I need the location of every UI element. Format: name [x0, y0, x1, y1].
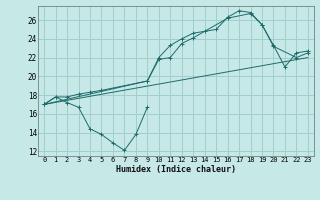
X-axis label: Humidex (Indice chaleur): Humidex (Indice chaleur) — [116, 165, 236, 174]
